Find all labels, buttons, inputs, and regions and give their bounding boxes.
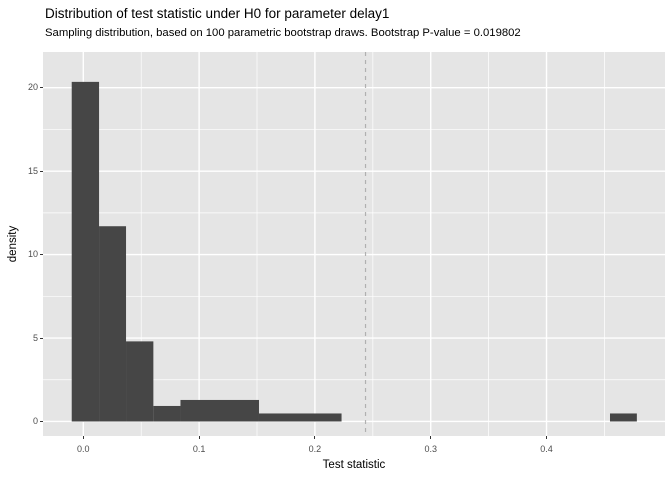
chart-subtitle: Sampling distribution, based on 100 para… bbox=[45, 27, 521, 39]
y-tick-label: 10 bbox=[27, 249, 38, 260]
x-tick-mark bbox=[198, 436, 200, 439]
chart-title: Distribution of test statistic under H0 … bbox=[45, 6, 390, 21]
histogram-bar bbox=[180, 399, 259, 422]
x-tick-mark bbox=[314, 436, 316, 439]
x-tick-label: 0.0 bbox=[77, 444, 90, 454]
y-tick-label: 0 bbox=[32, 415, 38, 426]
x-tick-label: 0.3 bbox=[424, 444, 437, 454]
plot-canvas bbox=[43, 52, 665, 436]
y-tick-mark bbox=[40, 254, 43, 256]
x-tick-label: 0.4 bbox=[540, 444, 553, 454]
histogram-bar bbox=[126, 341, 154, 422]
x-axis-title: Test statistic bbox=[322, 459, 386, 471]
x-tick-mark bbox=[82, 436, 84, 439]
y-tick-mark bbox=[40, 420, 43, 422]
plot-panel bbox=[43, 52, 665, 436]
y-tick-mark bbox=[40, 337, 43, 339]
histogram-bar bbox=[99, 226, 127, 422]
histogram-bar bbox=[609, 413, 637, 422]
histogram-bar bbox=[258, 413, 342, 422]
x-tick-mark bbox=[546, 436, 548, 439]
x-tick-label: 0.2 bbox=[308, 444, 322, 454]
histogram-bar bbox=[153, 405, 181, 422]
y-tick-mark bbox=[40, 170, 43, 172]
x-tick-label: 0.1 bbox=[192, 444, 206, 454]
y-tick-label: 20 bbox=[27, 82, 38, 93]
x-tick-mark bbox=[430, 436, 432, 439]
y-tick-label: 5 bbox=[32, 332, 38, 343]
histogram-bar bbox=[71, 81, 100, 422]
y-tick-label: 15 bbox=[27, 165, 38, 176]
y-tick-mark bbox=[40, 87, 43, 89]
